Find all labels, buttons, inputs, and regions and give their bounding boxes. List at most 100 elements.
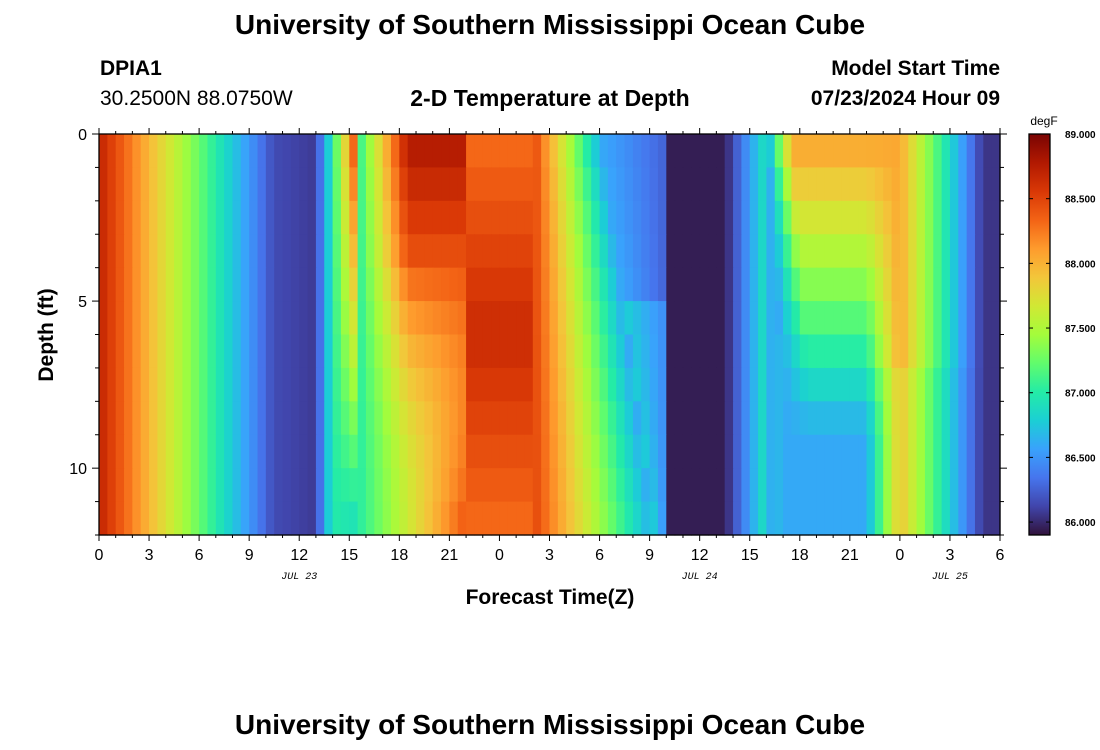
heatmap-cell [232, 434, 242, 469]
heatmap-cell [657, 468, 667, 503]
heatmap-cell [491, 200, 501, 235]
y-axis-label: Depth (ft) [35, 288, 58, 381]
heatmap-cell [424, 234, 434, 269]
heatmap-cell [432, 501, 442, 536]
heatmap-cell [232, 334, 242, 369]
heatmap-cell [766, 434, 776, 469]
heatmap-cell [866, 301, 876, 336]
station-coords: 30.2500N 88.0750W [100, 87, 293, 110]
heatmap-cell [574, 501, 584, 536]
heatmap-cell [257, 234, 267, 269]
heatmap-cell [991, 367, 1001, 402]
heatmap-cell [190, 134, 200, 169]
heatmap-cell [574, 134, 584, 169]
heatmap-cell [240, 234, 250, 269]
heatmap-cell [549, 367, 559, 402]
heatmap-cell [607, 334, 617, 369]
heatmap-cell [632, 134, 642, 169]
heatmap-cell [949, 301, 959, 336]
heatmap-cell [966, 267, 976, 302]
heatmap-cell [741, 301, 751, 336]
heatmap-cell [507, 234, 517, 269]
heatmap-cell [449, 234, 459, 269]
heatmap-cell [457, 134, 467, 169]
heatmap-cell [482, 401, 492, 436]
heatmap-cell [949, 501, 959, 536]
heatmap-cell [674, 200, 684, 235]
heatmap-cell [124, 200, 133, 235]
heatmap-cell [591, 501, 601, 536]
heatmap-cell [849, 267, 859, 302]
heatmap-cell [532, 468, 542, 503]
colorbar-tick-label: 88.500 [1065, 195, 1096, 206]
heatmap-cell [324, 434, 334, 469]
heatmap-cell [282, 301, 292, 336]
heatmap-cell [507, 468, 517, 503]
heatmap-cell [933, 167, 943, 202]
heatmap-cell [808, 468, 818, 503]
heatmap-cell [249, 501, 259, 536]
heatmap-cell [190, 367, 200, 402]
heatmap-cell [783, 434, 793, 469]
heatmap-cell [933, 434, 943, 469]
heatmap-cell [416, 501, 425, 536]
heatmap-cell [299, 200, 309, 235]
heatmap-cell [691, 434, 701, 469]
heatmap-cell [774, 234, 784, 269]
heatmap-cell [791, 234, 801, 269]
heatmap-cell [574, 334, 584, 369]
heatmap-cell [457, 200, 467, 235]
heatmap-cell [149, 301, 158, 336]
heatmap-cell [983, 167, 993, 202]
heatmap-cell [466, 367, 476, 402]
heatmap-cell [132, 301, 142, 336]
heatmap-cell [474, 234, 484, 269]
heatmap-cell [265, 301, 275, 336]
heatmap-cell [574, 367, 584, 402]
heatmap-cell [749, 401, 759, 436]
heatmap-cell [666, 434, 676, 469]
heatmap-cell [924, 501, 934, 536]
heatmap-cell [349, 134, 359, 169]
heatmap-cell [941, 367, 951, 402]
heatmap-cell [265, 434, 275, 469]
heatmap-cell [958, 267, 968, 302]
heatmap-cell [783, 234, 793, 269]
heatmap-cell [199, 301, 209, 336]
heatmap-cell [624, 234, 634, 269]
heatmap-cell [924, 434, 934, 469]
heatmap-cell [449, 401, 459, 436]
heatmap-cell [858, 401, 868, 436]
heatmap-cell [549, 301, 559, 336]
heatmap-cell [949, 401, 959, 436]
heatmap-cell [399, 434, 409, 469]
heatmap-cell [799, 468, 809, 503]
heatmap-cell [457, 167, 467, 202]
heatmap-cell [724, 434, 734, 469]
heatmap-cell [649, 401, 659, 436]
heatmap-cell [941, 200, 951, 235]
heatmap-cell [557, 501, 567, 536]
heatmap-cell [466, 134, 476, 169]
heatmap-cell [616, 434, 626, 469]
heatmap-cell [849, 334, 859, 369]
heatmap-cell [390, 267, 400, 302]
heatmap-cell [699, 134, 709, 169]
heatmap-cell [516, 167, 526, 202]
heatmap-cell [933, 334, 943, 369]
heatmap-cell [549, 167, 559, 202]
heatmap-cell [482, 134, 492, 169]
heatmap-cell [432, 134, 442, 169]
heatmap-cell [365, 434, 375, 469]
heatmap-cell [124, 234, 133, 269]
heatmap-cell [199, 401, 209, 436]
x-tick-label: 18 [390, 547, 408, 564]
heatmap-cell [616, 501, 626, 536]
heatmap-cell [449, 501, 459, 536]
heatmap-cell [365, 468, 375, 503]
heatmap-cell [199, 234, 209, 269]
x-tick-label: 0 [95, 547, 104, 564]
heatmap-cell [140, 501, 150, 536]
heatmap-cell [824, 301, 834, 336]
heatmap-cell [799, 167, 809, 202]
